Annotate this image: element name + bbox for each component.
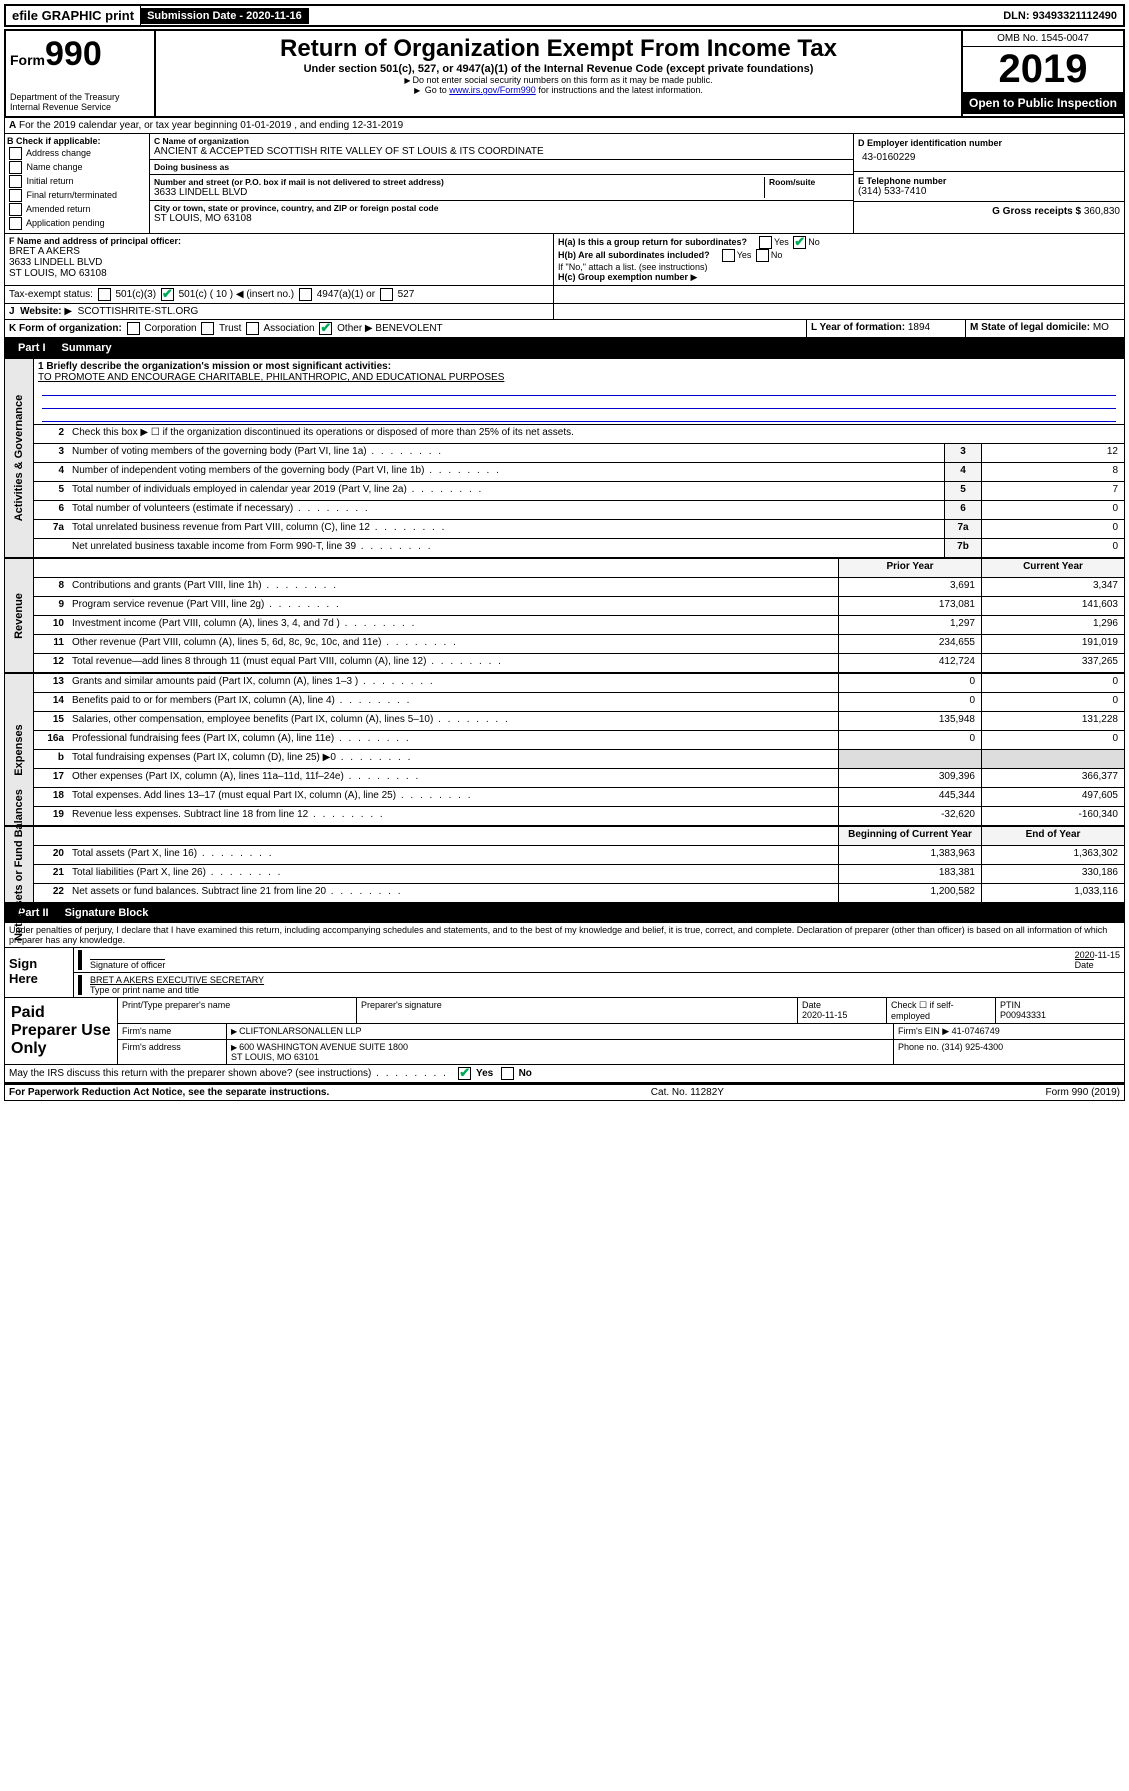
org-name: ANCIENT & ACCEPTED SCOTTISH RITE VALLEY … (154, 146, 849, 157)
netassets-section: Net Assets or Fund Balances Beginning of… (4, 826, 1125, 903)
footer: For Paperwork Reduction Act Notice, see … (4, 1083, 1125, 1101)
signer-name: BRET A AKERS EXECUTIVE SECRETARY (90, 975, 264, 985)
tax-year: 2019 (963, 47, 1123, 92)
row-website: J Website: ▶ SCOTTISHRITE-STL.ORG (4, 304, 1125, 320)
form-subtitle: Under section 501(c), 527, or 4947(a)(1)… (160, 63, 957, 75)
governance-section: Activities & Governance 1 Briefly descri… (4, 358, 1125, 558)
row-fh: F Name and address of principal officer:… (4, 234, 1125, 286)
dln-label: DLN: 93493321112490 (997, 8, 1123, 24)
side-label-exp: Expenses (13, 724, 25, 775)
perjury-text: Under penalties of perjury, I declare th… (4, 923, 1125, 948)
org-city: ST LOUIS, MO 63108 (154, 213, 849, 224)
website-val: SCOTTISHRITE-STL.ORG (78, 306, 199, 317)
row-klm: K Form of organization: Corporation Trus… (4, 320, 1125, 338)
sign-block: Sign Here Signature of officer 2020-11-1… (4, 948, 1125, 998)
ein: 43-0160229 (858, 148, 1120, 167)
submission-date-badge: Submission Date - 2020-11-16 (141, 8, 309, 24)
note-ssn: Do not enter social security numbers on … (160, 75, 957, 85)
box-c: C Name of organization ANCIENT & ACCEPTE… (150, 134, 854, 233)
box-b: B Check if applicable: Address change Na… (5, 134, 150, 233)
expenses-section: Expenses 13Grants and similar amounts pa… (4, 673, 1125, 826)
dept-label: Department of the Treasury Internal Reve… (10, 92, 150, 112)
part1-header: Part I Summary (4, 338, 1125, 358)
efile-label: efile GRAPHIC print (6, 6, 141, 25)
side-label-net: Net Assets or Fund Balances (13, 789, 25, 941)
part2-header: Part II Signature Block (4, 903, 1125, 923)
phone: (314) 533-7410 (858, 186, 1120, 197)
box-deg: D Employer identification number 43-0160… (854, 134, 1124, 233)
identity-block: B Check if applicable: Address change Na… (4, 134, 1125, 234)
org-address: 3633 LINDELL BLVD (154, 187, 764, 198)
form-number: Form990 (10, 35, 150, 74)
irs-link[interactable]: www.irs.gov/Form990 (449, 85, 536, 95)
omb-number: OMB No. 1545-0047 (963, 31, 1123, 47)
row-a-taxyear: A For the 2019 calendar year, or tax yea… (4, 118, 1125, 134)
open-public-badge: Open to Public Inspection (963, 92, 1123, 114)
gross-receipts: 360,830 (1084, 206, 1120, 217)
form-header: Form990 Department of the Treasury Inter… (4, 29, 1125, 118)
top-bar: efile GRAPHIC print Submission Date - 20… (4, 4, 1125, 27)
revenue-section: Revenue Prior Year Current Year 8Contrib… (4, 558, 1125, 673)
note-goto: Go to www.irs.gov/Form990 for instructio… (160, 85, 957, 95)
mission-text: TO PROMOTE AND ENCOURAGE CHARITABLE, PHI… (38, 372, 504, 383)
discuss-row: May the IRS discuss this return with the… (4, 1065, 1125, 1083)
form-title: Return of Organization Exempt From Incom… (160, 35, 957, 63)
officer-name: BRET A AKERS (9, 246, 549, 257)
side-label-gov: Activities & Governance (13, 395, 25, 522)
paid-preparer-block: Paid Preparer Use Only Print/Type prepar… (4, 998, 1125, 1065)
row-tax-exempt: Tax-exempt status: 501(c)(3) 501(c) ( 10… (4, 286, 1125, 304)
side-label-rev: Revenue (13, 593, 25, 639)
